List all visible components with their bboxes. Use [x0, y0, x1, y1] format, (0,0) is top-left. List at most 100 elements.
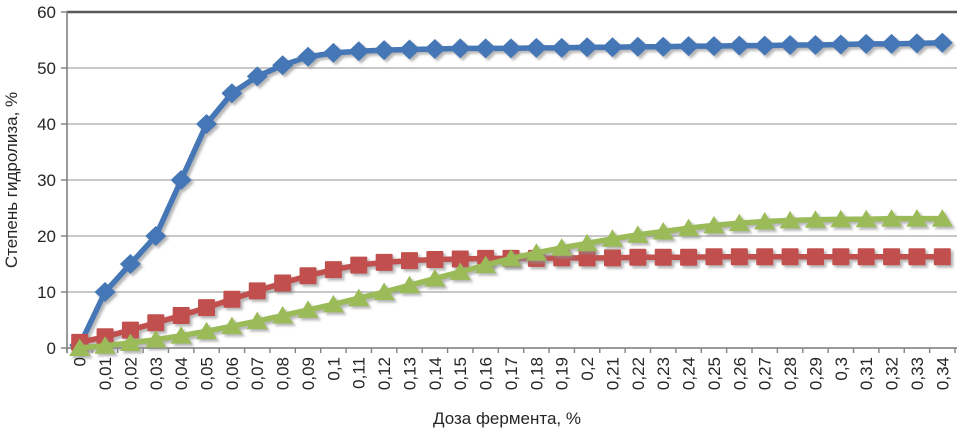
diamond-marker: [170, 170, 192, 190]
x-tick-label: 0,17: [502, 357, 521, 390]
x-tick-label: 0,12: [375, 357, 394, 390]
triangle-marker: [500, 248, 522, 267]
triangle-marker: [703, 215, 725, 234]
square-marker: [806, 248, 824, 266]
diamond-marker: [576, 37, 598, 58]
triangle-marker: [601, 229, 623, 247]
x-tick-label: 0,26: [730, 357, 749, 390]
triangle-marker: [551, 238, 573, 256]
square-marker: [121, 321, 139, 339]
y-axis-title: Степень гидролиза, %: [2, 92, 21, 268]
square-marker: [375, 253, 393, 271]
triangle-marker: [170, 326, 192, 344]
x-tick-label: 0,33: [908, 357, 927, 390]
diamond-marker: [601, 37, 623, 58]
triangle-marker: [627, 225, 649, 243]
square-marker: [223, 290, 241, 308]
diamond-marker: [779, 35, 801, 56]
diamond-marker: [94, 282, 116, 302]
diamond-marker: [881, 33, 903, 54]
y-tick-label: 20: [37, 227, 56, 246]
tick-labels-layer: 0 10 20 30 40 50 60 0 0,01 0,02 0,03 0,04 0,05 0,06 0,…: [37, 3, 952, 390]
triangle-marker: [754, 211, 776, 230]
x-tick-label: 0,1: [324, 357, 343, 381]
x-tick-label: 0,23: [654, 357, 673, 390]
diamond-marker: [754, 35, 776, 56]
diamond-marker: [906, 33, 928, 54]
x-axis-title: Доза фермента, %: [433, 409, 581, 428]
diamond-marker: [551, 37, 573, 58]
triangle-marker: [373, 282, 395, 300]
triangle-marker: [221, 316, 243, 335]
square-marker: [781, 248, 799, 266]
triangle-marker: [322, 294, 344, 313]
x-tick-label: 0,13: [400, 357, 419, 390]
square-marker: [172, 307, 190, 325]
triangle-marker: [678, 218, 700, 237]
diamond-marker: [652, 36, 674, 57]
triangle-marker: [424, 269, 446, 287]
y-tick-label: 60: [37, 3, 56, 22]
triangle-marker: [804, 210, 826, 228]
square-marker: [350, 256, 368, 274]
triangle-marker: [576, 233, 598, 252]
triangle-marker: [246, 311, 268, 330]
square-marker: [578, 249, 596, 267]
diamond-marker: [348, 41, 370, 62]
square-marker: [933, 248, 951, 266]
diamond-marker: [272, 55, 294, 76]
square-marker: [680, 248, 698, 266]
square-marker: [756, 248, 774, 266]
x-tick-label: 0,16: [477, 357, 496, 390]
square-marker: [908, 248, 926, 266]
square-marker: [451, 250, 469, 268]
diamond-marker: [830, 34, 852, 55]
x-tick-label: 0,19: [553, 357, 572, 390]
series-green-triangle: [69, 209, 953, 356]
x-tick-label: 0,27: [756, 357, 775, 390]
x-tick-label: 0,03: [147, 357, 166, 390]
triangle-marker: [855, 209, 877, 228]
triangle-marker: [348, 288, 370, 307]
triangle-marker: [906, 209, 928, 227]
diamond-marker: [804, 35, 826, 56]
x-tick-label: 0,28: [781, 357, 800, 390]
triangle-marker: [830, 209, 852, 228]
square-marker: [730, 248, 748, 266]
x-tick-label: 0,18: [527, 357, 546, 390]
x-tick-label: 0,22: [629, 357, 648, 390]
diamond-marker: [855, 33, 877, 54]
square-marker: [832, 248, 850, 266]
square-marker: [654, 248, 672, 266]
diamond-marker: [373, 40, 395, 61]
triangle-marker: [399, 275, 421, 294]
x-tick-label: 0,11: [350, 357, 369, 389]
square-marker: [705, 248, 723, 266]
x-tick-label: 0,21: [603, 357, 622, 390]
x-tick-label: 0,07: [248, 357, 267, 390]
y-tick-label: 50: [37, 59, 56, 78]
square-marker: [324, 261, 342, 279]
x-tick-label: 0,29: [806, 357, 825, 390]
series-blue-diamond: [69, 32, 953, 356]
triangle-marker: [119, 333, 141, 351]
square-marker: [299, 267, 317, 285]
y-tick-label: 40: [37, 115, 56, 134]
diamond-marker: [475, 38, 497, 59]
diamond-marker: [145, 226, 167, 246]
square-marker: [883, 248, 901, 266]
square-marker: [274, 274, 292, 292]
diamond-marker: [703, 36, 725, 57]
axes-layer: [61, 11, 957, 353]
diamond-marker: [196, 114, 218, 134]
x-tick-label: 0: [71, 357, 90, 366]
x-tick-label: 0,06: [223, 357, 242, 390]
square-marker: [198, 299, 216, 317]
triangle-marker: [652, 222, 674, 240]
square-marker: [147, 314, 165, 332]
y-tick-label: 10: [37, 283, 56, 302]
x-tick-label: 0,02: [121, 357, 140, 390]
diamond-marker: [931, 32, 953, 53]
x-tick-label: 0,05: [197, 357, 216, 390]
